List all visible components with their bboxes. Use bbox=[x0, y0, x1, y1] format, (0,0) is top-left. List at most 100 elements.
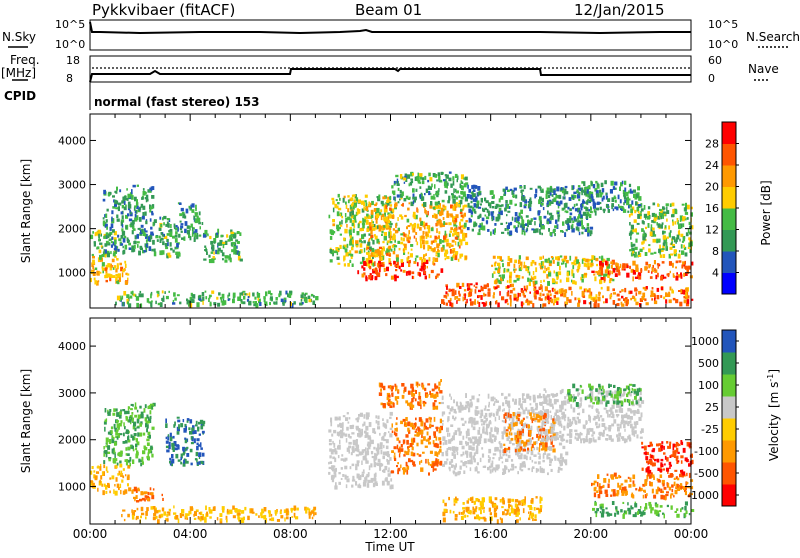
heatmap-cell bbox=[488, 449, 491, 453]
heatmap-cell bbox=[457, 428, 460, 432]
heatmap-cell bbox=[543, 256, 544, 259]
heatmap-cell bbox=[291, 508, 293, 513]
heatmap-cell bbox=[202, 222, 204, 225]
heatmap-cell bbox=[508, 269, 510, 272]
heatmap-cell bbox=[585, 207, 588, 211]
heatmap-cell bbox=[426, 189, 428, 194]
heatmap-cell bbox=[280, 515, 283, 518]
heatmap-cell bbox=[449, 412, 451, 415]
heatmap-cell bbox=[341, 458, 344, 461]
heatmap-cell bbox=[371, 478, 374, 483]
heatmap-cell bbox=[629, 206, 632, 208]
heatmap-cell bbox=[678, 254, 681, 259]
heatmap-cell bbox=[558, 470, 560, 473]
heatmap-cell bbox=[391, 470, 394, 473]
heatmap-cell bbox=[483, 421, 486, 426]
heatmap-cell bbox=[663, 242, 665, 246]
heatmap-cell bbox=[377, 272, 380, 277]
heatmap-cell bbox=[377, 447, 380, 449]
heatmap-cell bbox=[565, 186, 568, 188]
heatmap-cell bbox=[199, 235, 202, 237]
heatmap-cell bbox=[105, 420, 107, 423]
heatmap-cell bbox=[480, 458, 482, 462]
heatmap-cell bbox=[96, 271, 98, 276]
heatmap-cell bbox=[609, 278, 612, 281]
heatmap-cell bbox=[538, 199, 541, 204]
heatmap-cell bbox=[450, 424, 453, 427]
heatmap-cell bbox=[373, 483, 375, 487]
heatmap-cell bbox=[660, 295, 662, 298]
heatmap-cell bbox=[404, 244, 407, 248]
heatmap-cell bbox=[586, 264, 588, 268]
heatmap-cell bbox=[141, 507, 144, 511]
heatmap-cell bbox=[162, 290, 164, 293]
heatmap-cell bbox=[144, 192, 147, 195]
heatmap-cell bbox=[490, 512, 492, 515]
heatmap-cell bbox=[524, 204, 527, 206]
heatmap-cell bbox=[499, 416, 501, 420]
heatmap-cell bbox=[601, 258, 604, 261]
heatmap-cell bbox=[675, 267, 677, 269]
heatmap-cell bbox=[495, 262, 497, 264]
heatmap-cell bbox=[564, 256, 567, 260]
heatmap-cell bbox=[662, 214, 664, 219]
heatmap-cell bbox=[332, 253, 334, 256]
heatmap-cell bbox=[120, 243, 123, 246]
heatmap-cell bbox=[312, 517, 314, 520]
heatmap-cell bbox=[403, 233, 405, 237]
heatmap-cell bbox=[464, 461, 467, 464]
heatmap-cell bbox=[356, 197, 358, 201]
heatmap-cell bbox=[446, 453, 449, 456]
heatmap-cell bbox=[449, 433, 451, 437]
heatmap-cell bbox=[549, 188, 552, 193]
heatmap-cell bbox=[209, 295, 212, 297]
heatmap-cell bbox=[587, 233, 589, 237]
heatmap-cell bbox=[114, 484, 115, 487]
heatmap-cell bbox=[382, 470, 385, 472]
heatmap-cell bbox=[175, 252, 177, 255]
heatmap-cell bbox=[434, 184, 436, 189]
heatmap-cell bbox=[341, 454, 343, 456]
heatmap-cell bbox=[645, 262, 648, 266]
heatmap-cell bbox=[190, 449, 193, 453]
heatmap-cell bbox=[680, 289, 682, 293]
heatmap-cell bbox=[479, 229, 481, 232]
heatmap-cell bbox=[352, 476, 354, 479]
heatmap-cell bbox=[463, 407, 466, 410]
heatmap-cell bbox=[562, 290, 565, 292]
heatmap-cell bbox=[139, 406, 141, 409]
heatmap-cell bbox=[376, 420, 378, 423]
heatmap-cell bbox=[394, 458, 396, 461]
heatmap-cell bbox=[650, 276, 653, 279]
heatmap-cell bbox=[358, 428, 361, 431]
heatmap-cell bbox=[681, 218, 683, 220]
heatmap-cell bbox=[255, 513, 257, 516]
heatmap-cell bbox=[123, 433, 125, 437]
heatmap-cell bbox=[416, 443, 418, 447]
heatmap-cell bbox=[107, 411, 110, 416]
heatmap-cell bbox=[519, 455, 522, 460]
heatmap-cell bbox=[441, 210, 443, 215]
heatmap-cell bbox=[370, 230, 372, 235]
heatmap-cell bbox=[635, 302, 638, 306]
heatmap-cell bbox=[338, 194, 340, 198]
heatmap-cell bbox=[154, 220, 156, 225]
heatmap-cell bbox=[529, 396, 531, 401]
heatmap-cell bbox=[432, 249, 435, 253]
heatmap-cell bbox=[552, 394, 555, 397]
heatmap-cell bbox=[477, 301, 479, 304]
heatmap-cell bbox=[471, 215, 473, 217]
heatmap-cell bbox=[574, 297, 576, 300]
heatmap-cell bbox=[685, 203, 687, 207]
heatmap-cell bbox=[353, 229, 355, 233]
heatmap-cell bbox=[564, 232, 566, 237]
heatmap-cell bbox=[452, 240, 455, 243]
heatmap-cell bbox=[345, 475, 347, 480]
heatmap-cell bbox=[166, 514, 168, 517]
heatmap-cell bbox=[493, 453, 496, 455]
heatmap-cell bbox=[379, 463, 382, 467]
heatmap-cell bbox=[143, 250, 146, 252]
heatmap-cell bbox=[445, 179, 446, 184]
heatmap-cell bbox=[173, 512, 176, 514]
heatmap-cell bbox=[404, 387, 406, 392]
